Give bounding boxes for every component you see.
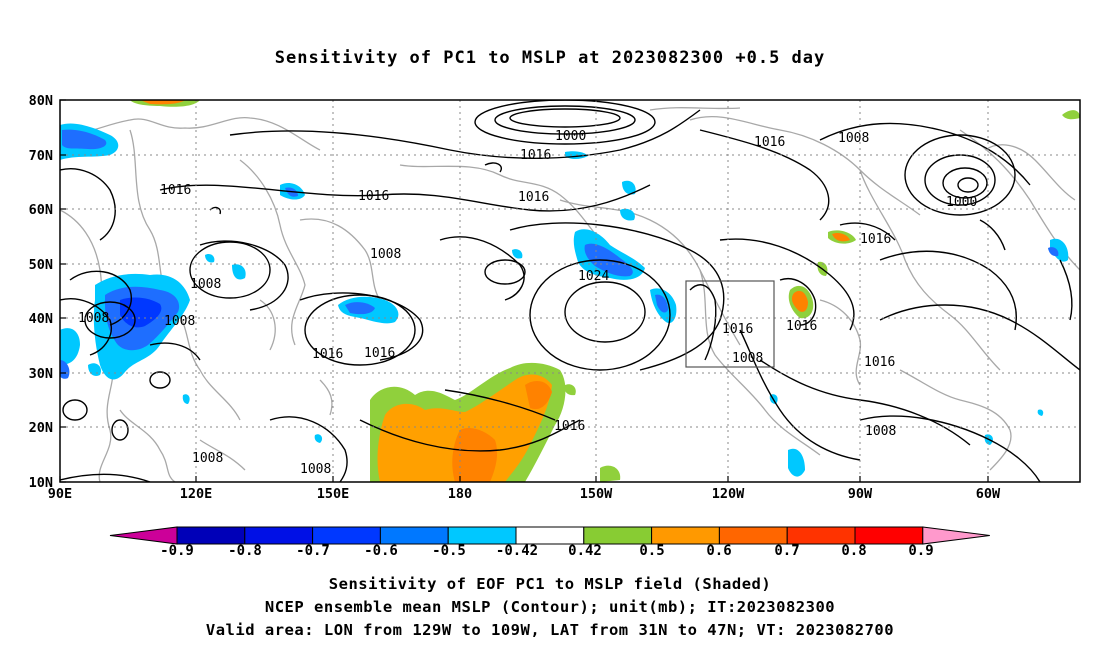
- contour-label: 1016: [864, 355, 895, 370]
- colorbar-swatch: [718, 526, 788, 545]
- lat-label: 80N: [29, 93, 53, 109]
- contour-label: 1016: [786, 319, 817, 334]
- caption-line: Sensitivity of EOF PC1 to MSLP field (Sh…: [328, 575, 772, 593]
- colorbar-swatch: [312, 526, 381, 545]
- lon-label: 150W: [580, 486, 613, 502]
- colorbar-swatch: [176, 526, 246, 545]
- contour-label: 1016: [722, 322, 753, 337]
- colorbar-arrow-left: [109, 526, 178, 545]
- lon-label: 150E: [317, 486, 350, 502]
- colorbar-label: -0.8: [228, 543, 262, 559]
- colorbar-label: -0.5: [432, 543, 466, 559]
- colorbar-label: 0.8: [841, 543, 867, 559]
- contour-label: 1008: [838, 131, 869, 146]
- lon-label: 120E: [180, 486, 213, 502]
- lat-label: 70N: [29, 148, 53, 164]
- lat-label: 10N: [29, 475, 53, 491]
- contour-label: 1008: [192, 451, 223, 466]
- contour-label: 1016: [312, 347, 343, 362]
- colorbar-label: 0.6: [706, 543, 732, 559]
- caption-line: Valid area: LON from 129W to 109W, LAT f…: [205, 621, 895, 639]
- colorbar-swatch: [583, 526, 653, 545]
- contour-label: 1000: [946, 195, 977, 210]
- coastlines: [60, 107, 1080, 482]
- contour-label: 1016: [520, 148, 551, 163]
- contour-label: 1016: [364, 346, 395, 361]
- lat-label: 60N: [29, 202, 53, 218]
- lat-label: 50N: [29, 257, 53, 273]
- lat-label: 40N: [29, 311, 53, 327]
- lon-label: 60W: [976, 486, 1001, 502]
- map-area: [60, 100, 1080, 482]
- colorbar-swatch: [651, 526, 720, 545]
- colorbar-label: 0.7: [774, 543, 800, 559]
- lat-label: 30N: [29, 366, 53, 382]
- lon-label: 90E: [48, 486, 72, 502]
- contour-label: 1024: [578, 269, 609, 284]
- colorbar-swatch: [786, 526, 856, 545]
- contour-label: 1008: [732, 351, 763, 366]
- colorbar-label: 0.42: [568, 543, 602, 559]
- contour-label: 1016: [160, 183, 191, 198]
- contour-label: 1000: [555, 129, 586, 144]
- colorbar-swatch: [244, 526, 314, 545]
- colorbar-label: -0.6: [364, 543, 398, 559]
- lon-label: 90W: [848, 486, 873, 502]
- graticule: [60, 100, 1080, 482]
- colorbar-arrow-right: [922, 526, 990, 545]
- contour-label: 1016: [358, 189, 389, 204]
- lon-label: 120W: [712, 486, 745, 502]
- contour-label-group: 1000 1016 1016 1008 1016 1000 1016 1016 …: [78, 129, 977, 477]
- axis-ticks: [59, 99, 989, 483]
- contour-label: 1016: [518, 190, 549, 205]
- contour-label: 1016: [754, 135, 785, 150]
- contour-label: 1008: [300, 462, 331, 477]
- colorbar-label: 0.9: [908, 543, 934, 559]
- contour-label: 1008: [190, 277, 221, 292]
- contour-label: 1016: [860, 232, 891, 247]
- colorbar-label: -0.7: [296, 543, 330, 559]
- mslp-contours: [60, 100, 1080, 482]
- contour-label: 1016: [554, 419, 585, 434]
- lon-label: 180: [448, 486, 472, 502]
- contour-label: 1008: [865, 424, 896, 439]
- colorbar-swatch: [379, 526, 449, 545]
- chart-title: Sensitivity of PC1 to MSLP at 2023082300…: [274, 48, 826, 68]
- colorbar-label: -0.9: [160, 543, 194, 559]
- contour-label: 1008: [164, 314, 195, 329]
- contour-label: 1008: [78, 311, 109, 326]
- map-frame: [59, 99, 1081, 483]
- colorbar-label: 0.5: [639, 543, 665, 559]
- lat-label: 20N: [29, 420, 53, 436]
- valid-area-box: [685, 280, 775, 368]
- colorbar-swatch: [515, 526, 585, 545]
- caption-line: NCEP ensemble mean MSLP (Contour); unit(…: [264, 598, 836, 616]
- colorbar-swatch: [447, 526, 517, 545]
- colorbar: [109, 526, 990, 545]
- colorbar-label: -0.42: [495, 543, 539, 559]
- contour-label: 1008: [370, 247, 401, 262]
- colorbar-swatch: [854, 526, 924, 545]
